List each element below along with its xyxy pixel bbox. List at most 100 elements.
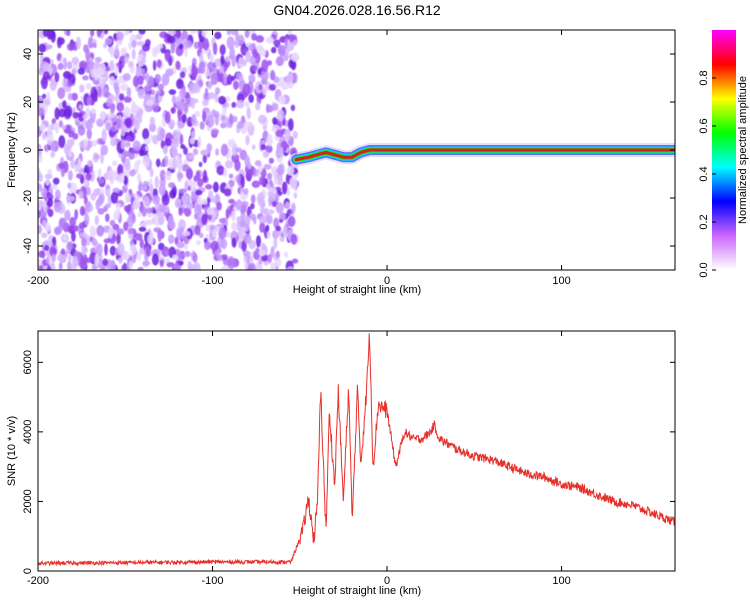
spectrogram-noise-cell: [40, 187, 48, 198]
colorbar-tick-label: 0.6: [698, 118, 710, 133]
spectrogram-noise-cell: [132, 75, 139, 87]
spectrogram-noise-cell: [89, 59, 93, 69]
spectrogram-noise-cell: [220, 122, 227, 129]
spectrogram-noise-cell: [201, 149, 210, 156]
spectrogram-noise-cell: [187, 260, 192, 270]
spectrogram-noise-cell: [265, 36, 274, 44]
spectrogram-noise-cell: [97, 208, 105, 215]
spectrogram-noise-cell: [231, 101, 237, 108]
spectrogram-noise-cell: [77, 124, 84, 130]
spectrogram-noise-cell: [168, 234, 175, 244]
spectrogram-noise-cell: [261, 59, 269, 73]
spectrogram-noise-cell: [124, 150, 130, 157]
spectrogram-noise-cell: [72, 258, 78, 269]
spectrogram-noise-cell: [223, 71, 228, 85]
spectrogram-noise-cell: [87, 159, 93, 167]
spectrogram-noise-cell: [137, 173, 142, 183]
colorbar-ticks: 0.0 0.2 0.4 0.6 0.8: [698, 70, 716, 278]
spectrogram-noise-cell: [128, 260, 133, 270]
spectrogram-noise-cell: [229, 114, 235, 124]
spectrogram-noise-cell: [43, 244, 50, 251]
spectrogram-noise-cell: [192, 252, 198, 263]
spectrogram-noise-cell: [209, 53, 214, 63]
spectrogram-noise-cell: [137, 190, 142, 197]
spectrogram-noise-cell: [258, 197, 266, 208]
spectrogram-noise-cell: [147, 234, 153, 245]
spectrogram-noise-cell: [85, 83, 92, 90]
spectrogram-noise-cell: [277, 164, 284, 177]
spectrogram-noise-cell: [52, 177, 60, 185]
spectrogram-noise-cell: [255, 101, 261, 111]
spectrogram-noise-cell: [198, 232, 204, 238]
spectrogram-noise-cell: [183, 244, 188, 250]
spectrogram-noise-cell: [272, 102, 279, 111]
spectrogram-noise-cell: [245, 215, 250, 225]
spectrogram-noise-cell: [91, 237, 98, 246]
spectrogram-noise-cell: [74, 209, 79, 220]
spectrogram-noise-cell: [133, 120, 140, 131]
spectrogram-noise-cell: [290, 104, 296, 112]
spectrogram-noise-cell: [232, 115, 238, 123]
spectrogram-noise-cell: [259, 48, 267, 57]
spectrogram-noise-cell: [162, 145, 168, 154]
spectrogram-noise-cell: [171, 95, 176, 104]
spectrogram-noise-cell: [244, 30, 250, 38]
spectrogram-noise-cell: [89, 225, 97, 238]
spectrogram-noise-cell: [42, 132, 46, 141]
spectrogram-noise-cell: [156, 43, 164, 49]
spectrogram-noise-cell: [205, 184, 213, 190]
spectrogram-noise-cell: [267, 191, 275, 197]
spectrogram-noise-cell: [135, 33, 143, 40]
spectrogram-noise-cell: [38, 209, 41, 219]
spectrogram-noise-cell: [97, 168, 102, 180]
spectrogram-noise-cell: [286, 41, 295, 52]
spectrogram-noise-cell: [141, 56, 146, 65]
spectrogram-noise-cell: [240, 175, 245, 189]
spectrogram-noise-cell: [94, 254, 100, 267]
spectrogram-noise-cell: [116, 228, 125, 235]
spectrogram-noise-cell: [110, 139, 117, 147]
spectrogram-noise-cell: [99, 63, 106, 76]
spectrogram-noise-cell: [59, 217, 67, 229]
spectrogram-noise-cell: [238, 59, 247, 65]
spectrogram-noise-cell: [189, 30, 198, 34]
spectrogram-noise-cell: [78, 222, 86, 229]
spectrogram-noise-cell: [120, 126, 126, 137]
spectrogram-noise-cell: [163, 155, 169, 167]
spectrogram-noise-cell: [105, 184, 110, 190]
spectrogram-noise-cell: [259, 216, 267, 224]
spectrogram-noise-cell: [124, 56, 129, 64]
spectrogram-noise-cell: [130, 243, 137, 256]
spectrogram-noise-cell: [154, 175, 159, 189]
spectrogram-y-tick-label: 20: [22, 96, 34, 108]
spectrogram-noise-cell: [201, 198, 209, 205]
spectrogram-noise-cell: [67, 254, 72, 262]
spectrogram-noise-cell: [199, 52, 204, 64]
spectrogram-noise-cell: [96, 225, 105, 237]
spectrogram-noise-cell: [220, 143, 229, 157]
spectrogram-noise-cell: [225, 55, 230, 63]
spectrogram-noise-cell: [272, 117, 278, 125]
spectrogram-noise-cell: [101, 128, 107, 142]
colorbar-label: Normalized spectral amplitude: [737, 76, 749, 224]
spectrogram-noise-cell: [216, 201, 222, 211]
spectrogram-noise-cell: [206, 115, 215, 128]
spectrogram-noise-cell: [260, 144, 266, 151]
spectrogram-noise-cell: [274, 257, 282, 268]
spectrogram-noise-cell: [71, 56, 80, 65]
spectrogram-noise-cell: [148, 75, 155, 89]
spectrogram-noise-cell: [290, 233, 298, 245]
spectrogram-noise-cell: [206, 207, 215, 216]
spectrogram-noise-cell: [125, 161, 131, 171]
spectrogram-noise-cell: [201, 30, 207, 37]
spectrogram-noise-cell: [63, 86, 72, 93]
spectrogram-noise-cell: [168, 89, 177, 95]
spectrogram-noise-cell: [84, 213, 90, 226]
spectrogram-noise-cell: [220, 265, 229, 270]
spectrogram-signal-track: [289, 143, 675, 167]
spectrogram-noise-cell: [172, 157, 178, 171]
spectrogram-noise-cell: [125, 135, 132, 142]
spectrogram-noise-cell: [63, 143, 69, 155]
